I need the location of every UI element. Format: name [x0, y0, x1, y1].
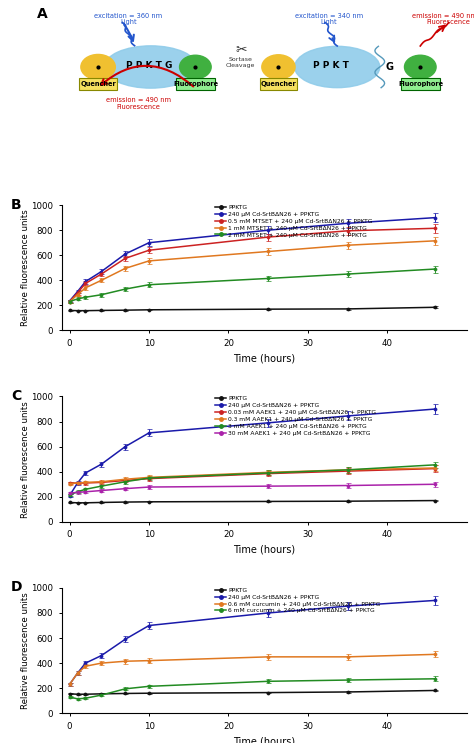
Text: emission = 490 nm: emission = 490 nm: [412, 13, 474, 19]
Text: A: A: [37, 7, 48, 22]
X-axis label: Time (hours): Time (hours): [233, 736, 295, 743]
Text: Light: Light: [120, 19, 137, 25]
Text: G: G: [386, 62, 394, 72]
Text: P P K T: P P K T: [313, 61, 349, 70]
Y-axis label: Relative fluorescence units: Relative fluorescence units: [21, 210, 30, 326]
Text: Light: Light: [321, 19, 337, 25]
FancyBboxPatch shape: [79, 78, 117, 90]
Ellipse shape: [404, 55, 436, 79]
Text: B: B: [11, 198, 22, 212]
Text: P P K T G: P P K T G: [126, 61, 172, 70]
X-axis label: Time (hours): Time (hours): [233, 545, 295, 555]
Text: C: C: [11, 389, 21, 403]
Legend: PPKTG, 240 μM Cd-SrtBΔN26 + PPKTG, 0.5 mM MTSET + 240 μM Cd-SrtBΔN26 + PPKTG, 1 : PPKTG, 240 μM Cd-SrtBΔN26 + PPKTG, 0.5 m…: [215, 204, 373, 238]
Text: Fluorophore: Fluorophore: [173, 81, 219, 87]
Legend: PPKTG, 240 μM Cd-SrtBΔN26 + PPKTG, 0.6 mM curcumin + 240 μM Cd-SrtBΔN26 + PPKTG,: PPKTG, 240 μM Cd-SrtBΔN26 + PPKTG, 0.6 m…: [215, 587, 381, 614]
Ellipse shape: [104, 46, 197, 88]
Ellipse shape: [180, 55, 211, 79]
Y-axis label: Relative fluorescence units: Relative fluorescence units: [21, 592, 30, 709]
Text: emission = 490 nm
Fluorescence: emission = 490 nm Fluorescence: [106, 97, 171, 110]
Text: Sortase
Cleavage: Sortase Cleavage: [226, 57, 255, 68]
Text: Quencher: Quencher: [80, 81, 116, 87]
X-axis label: Time (hours): Time (hours): [233, 354, 295, 363]
FancyBboxPatch shape: [401, 78, 440, 90]
Text: ✂: ✂: [235, 43, 246, 56]
Text: excitation = 360 nm: excitation = 360 nm: [94, 13, 163, 19]
Y-axis label: Relative fluorescence units: Relative fluorescence units: [21, 400, 30, 518]
Text: Fluorescence: Fluorescence: [427, 19, 471, 25]
Text: D: D: [11, 580, 22, 594]
Text: Fluorophore: Fluorophore: [398, 81, 443, 87]
FancyBboxPatch shape: [260, 78, 298, 90]
Ellipse shape: [295, 46, 380, 88]
Ellipse shape: [262, 55, 295, 80]
Text: excitation = 340 nm: excitation = 340 nm: [295, 13, 363, 19]
Text: Quencher: Quencher: [261, 81, 297, 87]
Legend: PPKTG, 240 μM Cd-SrtBΔN26 + PPKTG, 0.03 mM AAEK1 + 240 μM Cd-SrtBΔN26 + PPKTG, 0: PPKTG, 240 μM Cd-SrtBΔN26 + PPKTG, 0.03 …: [215, 396, 377, 436]
FancyBboxPatch shape: [176, 78, 215, 90]
Ellipse shape: [81, 54, 115, 80]
